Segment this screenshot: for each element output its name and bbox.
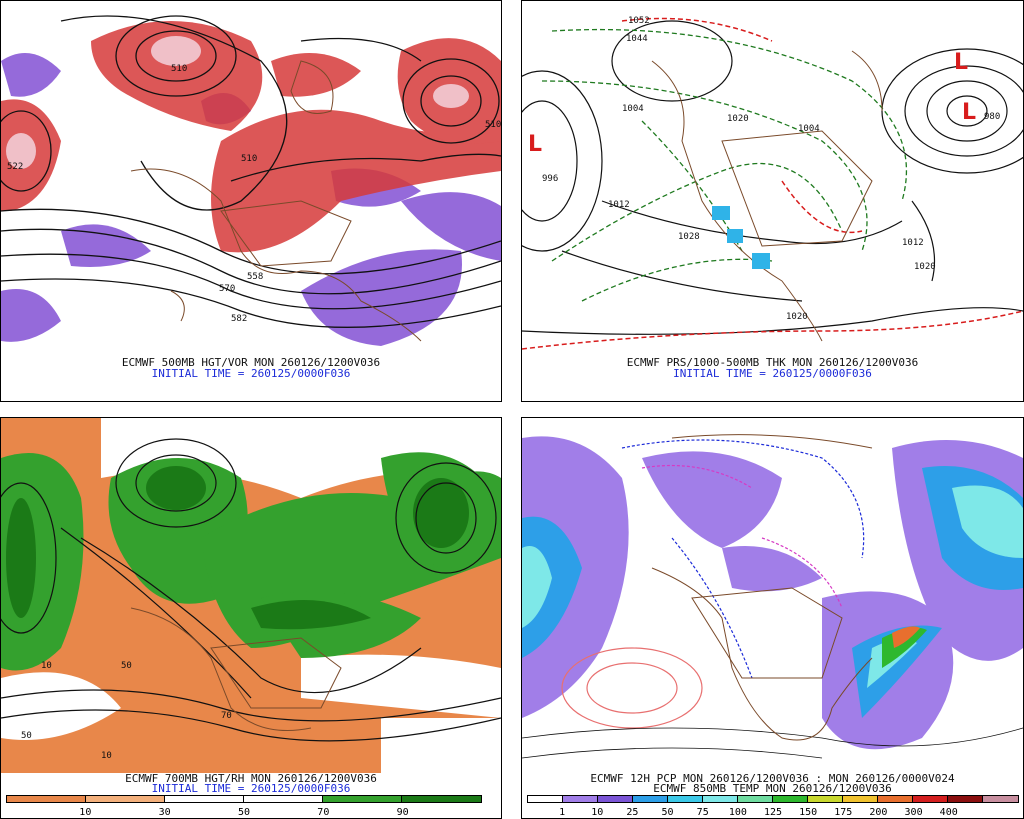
- panel-prs-thk: L L L 1052 1044 1004 996 1012 1020 1028 …: [521, 0, 1024, 402]
- pcp-colorbar: [527, 795, 1019, 803]
- colorbar-swatch: [843, 796, 878, 802]
- initial-time: INITIAL TIME = 260125/0000F036: [151, 367, 351, 380]
- colorbar-swatch: [7, 796, 86, 802]
- isobar-label: 980: [984, 112, 1000, 122]
- rh-colorbar-ticks: 10 30 50 70 90: [6, 807, 482, 819]
- colorbar-swatch: [85, 796, 165, 802]
- panel-caption: ECMWF 12H PCP MON 260126/1200V036 : MON …: [590, 772, 955, 785]
- panel-caption-2: ECMWF 850MB TEMP MON 260126/1200V036: [653, 782, 892, 795]
- colorbar-swatch: [243, 796, 323, 802]
- isobar-label: 996: [542, 174, 558, 184]
- colorbar-tick-label: 175: [834, 807, 853, 818]
- svg-text:10: 10: [101, 751, 112, 761]
- isobar-label: 1020: [727, 114, 749, 124]
- svg-text:10: 10: [41, 661, 52, 671]
- svg-text:50: 50: [21, 731, 32, 741]
- colorbar-swatch: [164, 796, 244, 802]
- colorbar-swatch: [913, 796, 948, 802]
- isobar-label: 1004: [798, 124, 820, 134]
- colorbar-tick-label: 10: [79, 807, 92, 818]
- svg-text:L: L: [528, 132, 542, 157]
- colorbar-swatch: [808, 796, 843, 802]
- contour-label: 558: [247, 272, 263, 282]
- contour-label: 510: [485, 120, 501, 130]
- contour-label: 570: [219, 284, 235, 294]
- colorbar-tick-label: 25: [626, 807, 639, 818]
- colorbar-swatch: [322, 796, 402, 802]
- colorbar-swatch: [633, 796, 668, 802]
- map-pcp-temp: [522, 418, 1023, 773]
- isobar-label: 1044: [626, 34, 648, 44]
- colorbar-tick-label: 125: [763, 807, 783, 818]
- colorbar-swatch: [598, 796, 633, 802]
- colorbar-tick-label: 70: [317, 807, 330, 818]
- contour-label: 582: [231, 314, 247, 324]
- colorbar-tick-label: 50: [661, 807, 674, 818]
- colorbar-swatch: [878, 796, 913, 802]
- isobar-label: 1012: [608, 200, 630, 210]
- colorbar-tick-label: 200: [869, 807, 888, 818]
- rh-colorbar: [6, 795, 482, 803]
- panel-700mb-hgt-rh: 10 50 70 50 10 ECMWF 700MB HGT/RH MON 26…: [0, 417, 502, 819]
- colorbar-swatch: [948, 796, 983, 802]
- svg-text:L: L: [962, 100, 976, 125]
- panel-caption: ECMWF 500MB HGT/VOR MON 260126/1200V036: [121, 356, 381, 369]
- colorbar-tick-label: 10: [591, 807, 604, 818]
- isobar-label: 1004: [622, 104, 644, 114]
- svg-text:50: 50: [121, 661, 132, 671]
- map-prs-thk: L L L 1052 1044 1004 996 1012 1020 1028 …: [522, 1, 1023, 356]
- colorbar-tick-label: 90: [396, 807, 409, 818]
- colorbar-swatch: [668, 796, 703, 802]
- contour-label: 510: [241, 154, 257, 164]
- colorbar-tick-label: 75: [696, 807, 709, 818]
- map-500mb: 510 522 510 558 570 582 510: [1, 1, 501, 356]
- contour-label: 510: [171, 64, 187, 74]
- colorbar-swatch: [528, 796, 563, 802]
- svg-text:70: 70: [221, 711, 232, 721]
- colorbar-swatch: [401, 796, 481, 802]
- panel-caption: ECMWF 700MB HGT/RH MON 260126/1200V036: [125, 772, 377, 785]
- colorbar-tick-label: 300: [904, 807, 923, 818]
- colorbar-tick-label: 1: [559, 807, 566, 818]
- panel-500mb-hgt-vor: 510 522 510 558 570 582 510 ECMWF 500MB …: [0, 0, 502, 402]
- colorbar-swatch: [563, 796, 598, 802]
- colorbar-tick-label: 30: [158, 807, 171, 818]
- isobar-label: 1052: [628, 16, 650, 26]
- colorbar-tick-label: 100: [728, 807, 747, 818]
- pcp-colorbar-ticks: 1 10 25 50 75 100 125 150 175 200 300 400: [527, 807, 1019, 819]
- panel-12h-pcp-850mb-temp: ECMWF 12H PCP MON 260126/1200V036 : MON …: [521, 417, 1024, 819]
- initial-time: INITIAL TIME = 260125/0000F036: [673, 367, 872, 380]
- colorbar-swatch: [983, 796, 1018, 802]
- colorbar-swatch: [703, 796, 738, 802]
- isobar-label: 1028: [678, 232, 700, 242]
- isobar-label: 1012: [902, 238, 924, 248]
- colorbar-swatch: [738, 796, 773, 802]
- svg-text:L: L: [954, 50, 968, 75]
- isobar-label: 1020: [786, 312, 808, 322]
- colorbar-tick-label: 400: [939, 807, 958, 818]
- panel-caption: ECMWF PRS/1000-500MB THK MON 260126/1200…: [626, 356, 919, 369]
- map-700mb: 10 50 70 50 10: [1, 418, 501, 773]
- colorbar-tick-label: 50: [237, 807, 251, 818]
- colorbar-tick-label: 150: [799, 807, 818, 818]
- isobar-label: 1020: [914, 262, 936, 272]
- initial-time: INITIAL TIME = 260125/0000F036: [151, 782, 351, 795]
- contour-label: 522: [7, 162, 23, 172]
- colorbar-swatch: [773, 796, 808, 802]
